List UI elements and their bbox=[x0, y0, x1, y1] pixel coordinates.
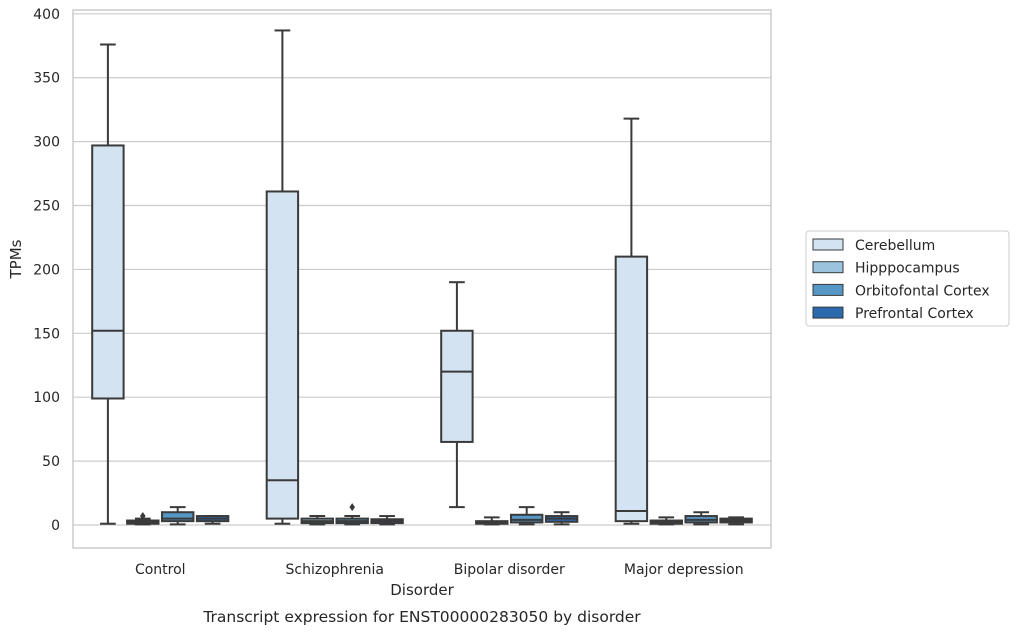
box-cerebellum-control bbox=[91, 43, 125, 525]
y-axis-label: TPMs bbox=[7, 239, 25, 279]
box-iqr bbox=[614, 255, 649, 523]
y-tick-label: 200 bbox=[33, 262, 60, 278]
box-iqr bbox=[509, 513, 544, 524]
y-tick-label: 100 bbox=[33, 390, 60, 406]
y-tick-label: 150 bbox=[33, 326, 60, 342]
y-tick-label: 50 bbox=[42, 454, 60, 470]
box-orbitofontal-cortex-bipolar-disorder bbox=[509, 506, 544, 526]
box-iqr bbox=[440, 329, 474, 443]
x-tick-label: Schizophrenia bbox=[286, 562, 384, 578]
box-cerebellum-schizophrenia bbox=[265, 29, 300, 525]
box-prefrontal-cortex-schizophrenia bbox=[370, 515, 404, 526]
box-orbitofontal-cortex-major-depression bbox=[684, 511, 718, 526]
legend-label: Hipppocampus bbox=[855, 261, 960, 277]
legend-swatch bbox=[812, 238, 844, 251]
box-prefrontal-cortex-control bbox=[195, 515, 230, 525]
box-cerebellum-bipolar-disorder bbox=[440, 281, 474, 509]
y-tick-label: 350 bbox=[33, 71, 60, 87]
legend-swatch bbox=[812, 261, 844, 274]
box-prefrontal-cortex-major-depression bbox=[719, 516, 753, 526]
outlier-point bbox=[140, 512, 146, 521]
x-tick-label: Bipolar disorder bbox=[454, 562, 565, 578]
y-tick-label: 300 bbox=[33, 135, 60, 151]
x-axis-label: Disorder bbox=[390, 581, 454, 599]
outlier-point bbox=[349, 503, 355, 512]
y-tick-labels: 0 50 100 150 200 250 300 350 400 bbox=[33, 7, 60, 534]
plot-area bbox=[72, 9, 772, 549]
grid bbox=[73, 13, 771, 526]
legend-label: Orbitofontal Cortex bbox=[855, 283, 990, 299]
box-hipppocampus-control bbox=[126, 512, 160, 526]
legend-frame bbox=[805, 230, 1010, 327]
box-hipppocampus-schizophrenia bbox=[300, 515, 335, 526]
legend-label: Prefrontal Cortex bbox=[855, 306, 974, 322]
box-plots bbox=[91, 29, 753, 526]
box-orbitofontal-cortex-schizophrenia bbox=[335, 503, 369, 526]
x-tick-labels: Control Schizophrenia Bipolar disorder Majo… bbox=[135, 562, 744, 578]
y-tick-label: 400 bbox=[33, 7, 60, 23]
y-tick-label: 0 bbox=[51, 518, 60, 534]
x-tick-label: Control bbox=[135, 562, 186, 578]
legend: Cerebellum Hipppocampus Orbitofontal Corte… bbox=[805, 230, 1010, 327]
box-iqr bbox=[160, 511, 195, 523]
legend-swatch bbox=[812, 306, 844, 319]
chart-caption: Transcript expression for ENST0000028305… bbox=[202, 608, 641, 626]
box-orbitofontal-cortex-control bbox=[160, 506, 195, 526]
box-iqr bbox=[265, 190, 300, 520]
legend-swatch bbox=[812, 283, 844, 296]
box-hipppocampus-major-depression bbox=[649, 516, 684, 526]
box-prefrontal-cortex-bipolar-disorder bbox=[544, 511, 579, 526]
box-hipppocampus-bipolar-disorder bbox=[475, 516, 509, 526]
legend-label: Cerebellum bbox=[855, 238, 935, 254]
x-tick-label: Major depression bbox=[624, 562, 744, 578]
box-iqr bbox=[91, 144, 125, 400]
box-cerebellum-major-depression bbox=[614, 117, 649, 525]
y-tick-label: 250 bbox=[33, 199, 60, 215]
